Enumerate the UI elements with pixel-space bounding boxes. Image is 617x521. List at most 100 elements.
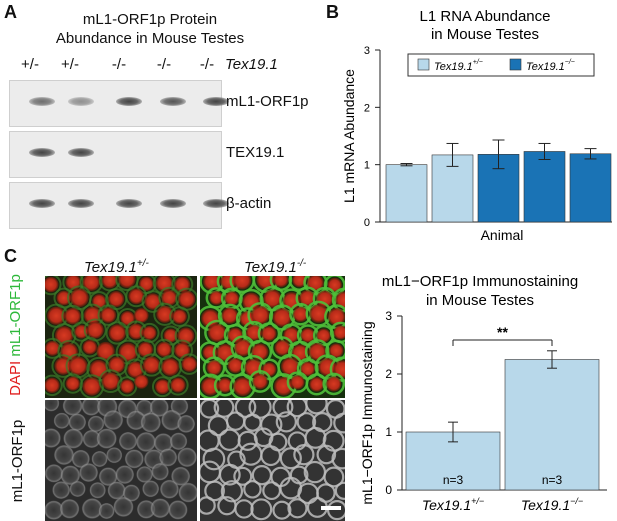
- cell-outline: [243, 480, 262, 499]
- micrograph-ko-orf1p: [200, 400, 345, 521]
- cell-outline: [168, 500, 188, 520]
- cell-outline: [82, 429, 101, 449]
- panel-c-letter: C: [4, 246, 17, 266]
- cell-nucleus: [292, 306, 309, 322]
- cell-outline: [279, 447, 302, 470]
- cell-outline: [87, 415, 105, 433]
- col2-sup: -/-: [296, 258, 307, 269]
- n-label: n=3: [542, 473, 563, 487]
- legend-swatch: [417, 58, 430, 71]
- cell-nucleus: [161, 358, 180, 376]
- y-tick-label: 3: [385, 309, 392, 323]
- cell-nucleus: [273, 276, 289, 288]
- chart-c-title-line2: in Mouse Testes: [426, 292, 534, 309]
- cell-nucleus: [233, 377, 252, 397]
- blot-band: [68, 199, 94, 208]
- y-tick-label: 1: [385, 425, 392, 439]
- blot-band: [203, 199, 229, 208]
- cell-nucleus: [70, 288, 89, 308]
- micro-bottom-side-label: mL1-ORF1p: [9, 419, 26, 503]
- cell-cytoplasm: [167, 374, 189, 396]
- cell-nucleus: [261, 325, 277, 342]
- cell-outline: [71, 449, 90, 469]
- cell-nucleus: [178, 290, 196, 308]
- cell-outline: [153, 433, 174, 453]
- cell-nucleus: [335, 291, 345, 309]
- chart-b-plot: 0 1 2 3 L1 mRNA Abundance Animal Tex19.1+/− Tex…: [341, 45, 612, 243]
- panel-a-title-line1: mL1-ORF1p Protein: [82, 11, 218, 28]
- cell-outline: [60, 465, 81, 486]
- cell-nucleus: [328, 343, 344, 358]
- cell-outline: [334, 481, 345, 500]
- cell-nucleus: [206, 360, 222, 376]
- cell-cytoplasm: [169, 306, 190, 327]
- lane-genotype-3: -/-: [111, 56, 127, 73]
- legend-swatch: [509, 58, 522, 71]
- blot-band: [68, 148, 94, 157]
- cell-outline: [59, 498, 80, 519]
- cell-outline: [113, 496, 134, 517]
- cell-nucleus: [290, 375, 305, 390]
- cell-outline: [178, 482, 197, 503]
- cell-nucleus: [47, 306, 66, 325]
- cell-nucleus: [272, 308, 292, 327]
- cell-cytoplasm: [65, 353, 91, 379]
- cell-nucleus: [139, 276, 154, 292]
- cell-nucleus: [300, 327, 316, 343]
- cell-nucleus: [234, 339, 252, 357]
- cell-nucleus: [174, 342, 191, 359]
- blot-row-1: [9, 80, 229, 127]
- cell-outline: [169, 432, 188, 451]
- blot-row-2: [9, 131, 222, 178]
- cell-outline: [200, 496, 216, 515]
- cell-nucleus: [227, 327, 243, 343]
- col1-base: Tex19.1: [84, 259, 137, 276]
- col2-base: Tex19.1: [244, 259, 297, 276]
- blot-band: [29, 97, 55, 106]
- cell-nucleus: [263, 289, 282, 308]
- col1-sup: +/-: [136, 258, 149, 269]
- blot-band: [203, 97, 229, 106]
- cell-nucleus: [326, 376, 342, 392]
- cell-cytoplasm: [61, 304, 84, 328]
- cell-nucleus: [45, 276, 59, 293]
- cell-nucleus: [142, 356, 161, 374]
- cell-outline: [158, 448, 178, 467]
- cell-nucleus: [221, 307, 238, 324]
- cell-nucleus: [224, 291, 240, 306]
- cell-nucleus: [245, 324, 262, 341]
- cell-outline: [81, 400, 101, 416]
- cell-cytoplasm: [139, 322, 160, 343]
- y-axis-label: mL1−ORF1p Immunostaining: [359, 321, 375, 504]
- legend-box: [407, 53, 595, 77]
- panel-b-letter: B: [326, 2, 339, 22]
- scale-bar: [321, 506, 341, 510]
- cell-outline: [149, 400, 169, 417]
- micrographs: [45, 276, 345, 521]
- cell-nucleus: [161, 289, 178, 306]
- cell-outline: [98, 502, 115, 520]
- cell-outline: [69, 480, 86, 498]
- cell-outline: [331, 447, 345, 470]
- lane-genotype-1: +/-: [21, 56, 39, 73]
- blot-band: [68, 97, 94, 106]
- y-tick-label: 3: [364, 45, 370, 57]
- bar: [504, 359, 600, 491]
- blot-band: [29, 199, 55, 208]
- n-label: n=3: [443, 473, 464, 487]
- cell-cytoplasm: [105, 321, 129, 345]
- cell-outline: [151, 462, 169, 481]
- cell-outline: [135, 431, 157, 452]
- cell-nucleus: [327, 277, 342, 293]
- cell-cytoplasm: [322, 372, 345, 396]
- y-tick-label: 2: [385, 367, 392, 381]
- cell-nucleus: [309, 304, 328, 323]
- cell-cytoplasm: [178, 353, 197, 375]
- cell-outline: [79, 462, 99, 483]
- cell-nucleus: [280, 357, 299, 376]
- cell-nucleus: [156, 305, 174, 323]
- cell-nucleus: [65, 376, 80, 391]
- cell-nucleus: [274, 339, 291, 356]
- cell-outline: [96, 428, 117, 449]
- cell-nucleus: [233, 276, 252, 290]
